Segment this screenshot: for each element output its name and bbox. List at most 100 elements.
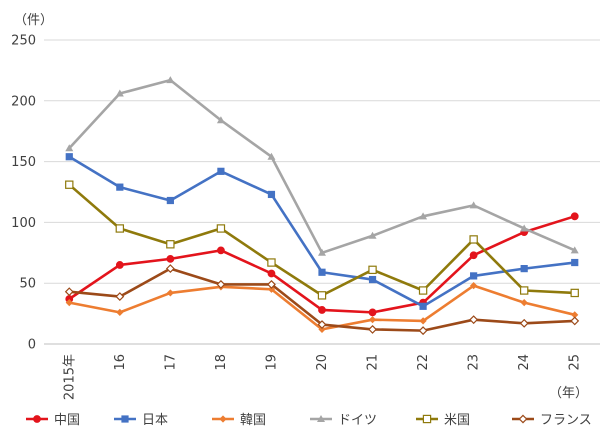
gridlines xyxy=(44,39,600,345)
data-point xyxy=(216,116,225,124)
data-point xyxy=(65,153,73,161)
data-point xyxy=(318,268,326,276)
data-point xyxy=(166,240,175,249)
data-point xyxy=(115,292,125,302)
data-point xyxy=(469,235,478,244)
data-point xyxy=(570,316,580,326)
legend-label: フランス xyxy=(540,413,592,428)
series-line xyxy=(68,78,576,255)
y-tick-label: 50 xyxy=(19,277,36,292)
legend-item: フランス xyxy=(512,413,592,428)
data-point xyxy=(419,317,427,325)
legend-label: 中国 xyxy=(54,413,80,428)
x-tick-label: 20 xyxy=(315,354,330,371)
data-point xyxy=(267,269,276,278)
data-point xyxy=(166,196,174,205)
legend-item: 中国 xyxy=(26,413,80,428)
data-point xyxy=(318,325,326,334)
data-point xyxy=(64,287,74,297)
data-point xyxy=(165,264,175,274)
data-point xyxy=(419,302,427,310)
data-point xyxy=(368,265,377,275)
legend-item: ドイツ xyxy=(310,413,377,428)
data-point xyxy=(166,289,174,297)
data-point xyxy=(571,258,579,267)
legend-marker xyxy=(121,415,129,423)
data-point xyxy=(520,299,528,307)
data-point xyxy=(519,318,529,328)
data-point xyxy=(318,248,326,256)
x-tick-label: 21 xyxy=(366,354,381,371)
data-point xyxy=(469,201,478,209)
data-point xyxy=(368,275,377,284)
legend-item: 韓国 xyxy=(212,413,266,428)
data-point xyxy=(267,258,276,267)
data-point xyxy=(216,224,226,233)
legend-item: 米国 xyxy=(416,413,470,428)
data-point xyxy=(65,144,74,152)
data-point xyxy=(115,224,125,233)
legend-marker xyxy=(518,414,528,424)
x-tick-label: 25 xyxy=(568,354,583,371)
data-point xyxy=(368,316,377,324)
data-point xyxy=(115,89,124,97)
data-point xyxy=(267,190,276,199)
series-lines xyxy=(64,76,580,336)
data-point xyxy=(520,224,529,232)
data-point xyxy=(519,286,529,295)
data-point xyxy=(520,265,528,273)
data-point xyxy=(469,251,478,260)
series-0 xyxy=(65,212,579,317)
data-point xyxy=(216,279,226,289)
legend-label: 韓国 xyxy=(240,413,266,428)
legend: 中国 日本 韓国 ドイツ 米国 フランス xyxy=(26,413,592,428)
data-point xyxy=(116,183,124,191)
legend-label: ドイツ xyxy=(338,413,377,428)
series-1 xyxy=(65,153,579,310)
data-point xyxy=(115,261,124,269)
y-tick-label: 250 xyxy=(11,34,36,49)
data-point xyxy=(65,180,74,189)
legend-label: 日本 xyxy=(142,413,168,428)
x-tick-label: 16 xyxy=(113,354,128,371)
data-point xyxy=(317,291,327,300)
legend-marker xyxy=(422,414,432,424)
x-tick-label: 23 xyxy=(467,354,482,371)
data-point xyxy=(570,212,579,221)
legend-marker xyxy=(317,415,325,422)
y-tick-label: 200 xyxy=(11,94,36,109)
data-point xyxy=(217,167,225,175)
data-point xyxy=(418,326,428,336)
data-point xyxy=(116,308,124,316)
x-tick-label: 19 xyxy=(264,354,279,371)
series-4 xyxy=(65,180,579,300)
y-axis-unit-label: （件） xyxy=(14,13,53,28)
data-point xyxy=(267,279,276,289)
data-point xyxy=(368,231,377,239)
x-tick-label: 18 xyxy=(214,354,229,371)
y-tick-label: 0 xyxy=(28,338,36,353)
data-point xyxy=(470,272,478,280)
data-point xyxy=(318,306,326,314)
data-point xyxy=(166,76,175,84)
axes: 0 50 100 150 200 250 2015年 16 17 18 19 20 21 22 23 24 25 xyxy=(11,34,583,401)
x-tick-label: 22 xyxy=(416,354,431,371)
y-tick-label: 100 xyxy=(11,216,36,231)
legend-item: 日本 xyxy=(114,413,168,428)
data-point xyxy=(419,212,428,220)
data-point xyxy=(267,285,276,293)
data-point xyxy=(368,324,377,334)
data-point xyxy=(418,286,428,295)
legend-marker xyxy=(219,415,227,423)
x-tick-label: 17 xyxy=(163,354,178,371)
data-point xyxy=(267,152,276,160)
y-tick-label: 150 xyxy=(11,155,36,170)
x-tick-label: 2015年 xyxy=(62,354,77,400)
data-point xyxy=(217,246,225,255)
legend-marker xyxy=(33,415,41,423)
data-point xyxy=(571,311,579,319)
data-point xyxy=(317,320,327,329)
data-point xyxy=(166,254,175,263)
series-line xyxy=(68,183,575,297)
